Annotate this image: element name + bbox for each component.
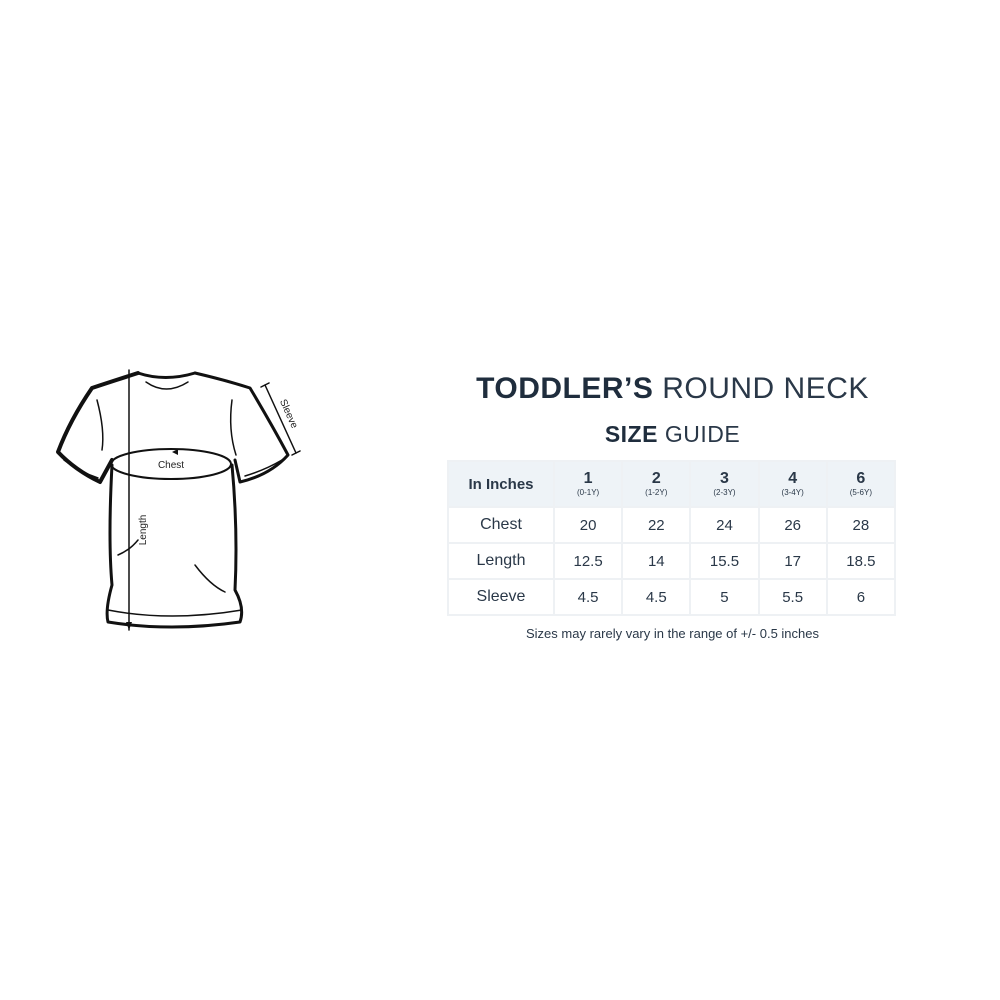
header-size: 2 (1-2Y) bbox=[621, 460, 692, 508]
size-age: (3-4Y) bbox=[781, 487, 804, 497]
size-variance-note: Sizes may rarely vary in the range of +/… bbox=[526, 626, 819, 641]
table-cell: 24 bbox=[689, 506, 760, 544]
length-label: Length bbox=[138, 515, 149, 546]
sleeve-label: Sleeve bbox=[277, 398, 300, 431]
table-cell: 26 bbox=[757, 506, 828, 544]
table-row: Length 12.5 14 15.5 17 18.5 bbox=[447, 542, 897, 580]
table-cell: 4.5 bbox=[552, 578, 624, 616]
table-row: Chest 20 22 24 26 28 bbox=[447, 506, 897, 544]
page-subtitle: SIZE GUIDE bbox=[445, 421, 900, 448]
length-arrow-icon bbox=[126, 622, 132, 630]
row-label: Chest bbox=[447, 506, 555, 544]
chest-label: Chest bbox=[158, 460, 184, 471]
subtitle-light: GUIDE bbox=[664, 421, 741, 447]
size-table: In Inches 1 (0-1Y) 2 (1-2Y) 3 (2-3Y) 4 (3-4Y… bbox=[447, 460, 897, 616]
page-title: TODDLER’S ROUND NECK bbox=[445, 372, 900, 406]
table-cell: 14 bbox=[621, 542, 692, 580]
title-bold: TODDLER’S bbox=[476, 372, 654, 405]
chest-measure-ellipse bbox=[110, 448, 232, 480]
size-number: 6 bbox=[856, 469, 866, 487]
title-light: ROUND NECK bbox=[662, 372, 869, 405]
header-size: 3 (2-3Y) bbox=[689, 460, 760, 508]
chest-arrow-icon bbox=[172, 449, 178, 455]
table-cell: 4.5 bbox=[621, 578, 692, 616]
table-cell: 18.5 bbox=[825, 542, 897, 580]
size-number: 4 bbox=[788, 469, 798, 487]
tshirt-outline bbox=[56, 371, 290, 629]
header-corner: In Inches bbox=[447, 460, 555, 508]
table-cell: 5 bbox=[689, 578, 760, 616]
size-number: 1 bbox=[583, 469, 593, 487]
table-row: Sleeve 4.5 4.5 5 5.5 6 bbox=[447, 578, 897, 616]
table-cell: 28 bbox=[825, 506, 897, 544]
table-cell: 17 bbox=[757, 542, 828, 580]
table-cell: 20 bbox=[552, 506, 624, 544]
size-number: 2 bbox=[651, 469, 661, 487]
table-cell: 6 bbox=[825, 578, 897, 616]
subtitle-bold: SIZE bbox=[604, 421, 658, 447]
table-cell: 12.5 bbox=[552, 542, 624, 580]
size-age: (0-1Y) bbox=[576, 487, 600, 497]
row-label: Sleeve bbox=[447, 578, 555, 616]
table-header-row: In Inches 1 (0-1Y) 2 (1-2Y) 3 (2-3Y) 4 (3-4Y… bbox=[447, 460, 897, 508]
sleeve-measure-line bbox=[264, 384, 297, 454]
table-cell: 5.5 bbox=[757, 578, 828, 616]
table-cell: 22 bbox=[621, 506, 692, 544]
row-label: Length bbox=[447, 542, 555, 580]
table-cell: 15.5 bbox=[689, 542, 760, 580]
size-age: (5-6Y) bbox=[849, 487, 872, 497]
size-age: (1-2Y) bbox=[645, 487, 668, 497]
header-size: 6 (5-6Y) bbox=[825, 460, 897, 508]
size-number: 3 bbox=[720, 469, 729, 487]
tshirt-measurement-diagram: Chest Length Sleeve bbox=[56, 369, 301, 631]
size-age: (2-3Y) bbox=[713, 487, 736, 497]
header-size: 4 (3-4Y) bbox=[757, 460, 828, 508]
header-size: 1 (0-1Y) bbox=[552, 460, 624, 508]
